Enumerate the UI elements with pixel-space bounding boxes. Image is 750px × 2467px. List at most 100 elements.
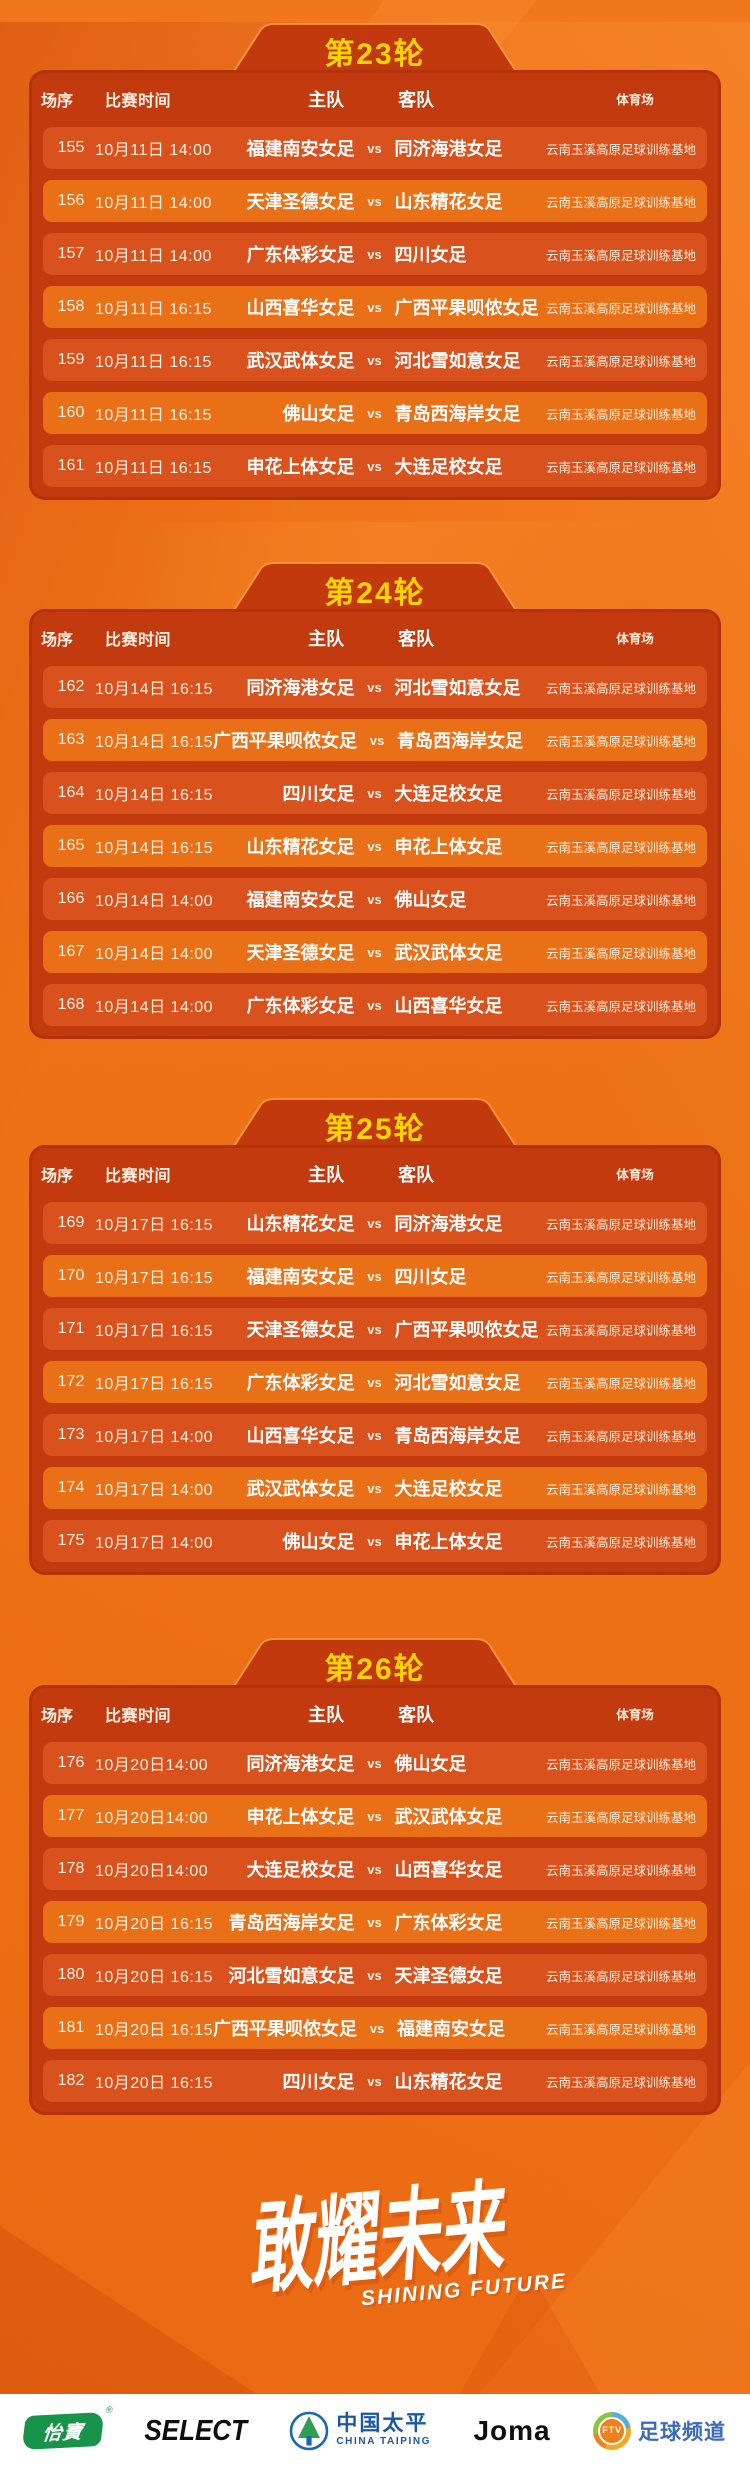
away-team: 山西喜华女足 bbox=[394, 1860, 503, 1880]
match-time: 10月14日 14:00 bbox=[95, 999, 214, 1016]
match-time: 10月17日 16:15 bbox=[95, 1217, 214, 1234]
match-number: 182 bbox=[57, 2072, 85, 2089]
vs-label: vs bbox=[367, 1321, 382, 1337]
sponsor-joma: Joma bbox=[473, 2415, 550, 2447]
home-team: 四川女足 bbox=[282, 784, 355, 804]
match-time: 10月11日 14:00 bbox=[95, 248, 212, 265]
home-team: 申花上体女足 bbox=[246, 457, 355, 477]
match-number: 161 bbox=[57, 457, 85, 474]
match-row: 162 10月14日 16:15 同济海港女足 vs 河北雪如意女足 云南玉溪高… bbox=[43, 666, 707, 708]
away-team: 四川女足 bbox=[394, 1267, 467, 1287]
header-away-team: 客队 bbox=[398, 89, 435, 110]
match-time: 10月11日 14:00 bbox=[95, 195, 212, 212]
registered-mark: ® bbox=[105, 2404, 114, 2415]
venue: 云南玉溪高原足球训练基地 bbox=[545, 2075, 696, 2090]
home-team: 河北雪如意女足 bbox=[228, 1966, 355, 1986]
sponsor-football-channel: FTV 足球频道 bbox=[592, 2411, 726, 2450]
away-team: 山东精花女足 bbox=[394, 192, 503, 212]
home-team: 福建南安女足 bbox=[246, 1267, 355, 1287]
match-time: 10月14日 16:15 bbox=[95, 681, 214, 698]
away-team: 青岛西海岸女足 bbox=[397, 731, 523, 751]
vs-label: vs bbox=[367, 1480, 382, 1496]
round-panel: 场序 比赛时间 主队 客队 体育场 169 10月17日 16:15 山东精花女… bbox=[29, 1145, 721, 1575]
away-team: 广西平果呗侬女足 bbox=[394, 298, 539, 318]
header-away-team: 客队 bbox=[398, 628, 435, 649]
round-panel: 场序 比赛时间 主队 客队 体育场 176 10月20日14:00 同济海港女足… bbox=[29, 1685, 721, 2115]
home-team: 同济海港女足 bbox=[246, 1754, 355, 1774]
header-venue: 体育场 bbox=[616, 93, 654, 107]
vs-label: vs bbox=[367, 1914, 382, 1930]
match-time: 10月20日 16:15 bbox=[95, 2075, 214, 2092]
home-team: 广东体彩女足 bbox=[246, 996, 355, 1016]
ftv-ball-icon: FTV bbox=[592, 2411, 631, 2450]
venue: 云南玉溪高原足球训练基地 bbox=[545, 248, 696, 263]
match-number: 177 bbox=[57, 1807, 85, 1824]
match-time: 10月20日 16:15 bbox=[95, 1916, 214, 1933]
home-team: 同济海港女足 bbox=[246, 678, 355, 698]
away-team: 佛山女足 bbox=[394, 1754, 467, 1774]
venue: 云南玉溪高原足球训练基地 bbox=[545, 734, 696, 749]
venue: 云南玉溪高原足球训练基地 bbox=[545, 999, 696, 1014]
vs-label: vs bbox=[367, 785, 382, 801]
slogan-chinese: 敢耀未来 bbox=[241, 2172, 507, 2306]
venue: 云南玉溪高原足球训练基地 bbox=[545, 1810, 696, 1825]
venue: 云南玉溪高原足球训练基地 bbox=[545, 2022, 696, 2037]
match-number: 178 bbox=[57, 1860, 85, 1877]
round-section-23: 第23轮 场序 比赛时间 主队 客队 体育场 155 10月11日 14:00 … bbox=[0, 22, 750, 500]
vs-label: vs bbox=[367, 2073, 382, 2089]
match-number: 173 bbox=[57, 1426, 85, 1443]
venue: 云南玉溪高原足球训练基地 bbox=[545, 1535, 696, 1550]
sponsor-select: SELECT bbox=[144, 2413, 247, 2447]
header-home-team: 主队 bbox=[308, 1164, 345, 1185]
venue: 云南玉溪高原足球训练基地 bbox=[545, 840, 696, 855]
match-row: 169 10月17日 16:15 山东精花女足 vs 同济海港女足 云南玉溪高原… bbox=[43, 1202, 707, 1244]
match-time: 10月17日 16:15 bbox=[95, 1270, 214, 1287]
header-home-team: 主队 bbox=[308, 628, 345, 649]
match-row: 171 10月17日 16:15 天津圣德女足 vs 广西平果呗侬女足 云南玉溪… bbox=[43, 1308, 707, 1350]
header-away-team: 客队 bbox=[398, 1164, 435, 1185]
venue: 云南玉溪高原足球训练基地 bbox=[545, 460, 696, 475]
venue: 云南玉溪高原足球训练基地 bbox=[545, 1863, 696, 1878]
match-number: 165 bbox=[57, 837, 85, 854]
match-row: 158 10月11日 16:15 山西喜华女足 vs 广西平果呗侬女足 云南玉溪… bbox=[43, 286, 707, 328]
match-number: 163 bbox=[57, 731, 85, 748]
away-team: 天津圣德女足 bbox=[394, 1966, 503, 1986]
match-time: 10月20日14:00 bbox=[95, 1757, 209, 1774]
match-row: 168 10月14日 14:00 广东体彩女足 vs 山西喜华女足 云南玉溪高原… bbox=[43, 984, 707, 1026]
vs-label: vs bbox=[367, 140, 382, 156]
home-team: 天津圣德女足 bbox=[246, 1320, 355, 1340]
home-team: 福建南安女足 bbox=[246, 139, 355, 159]
venue: 云南玉溪高原足球训练基地 bbox=[545, 1217, 696, 1232]
match-number: 176 bbox=[57, 1754, 85, 1771]
home-team: 广西平果呗侬女足 bbox=[213, 731, 357, 751]
away-team: 武汉武体女足 bbox=[394, 1807, 503, 1827]
match-time: 10月14日 16:15 bbox=[95, 734, 214, 751]
away-team: 青岛西海岸女足 bbox=[394, 1426, 521, 1446]
home-team: 武汉武体女足 bbox=[246, 1479, 355, 1499]
venue: 云南玉溪高原足球训练基地 bbox=[545, 681, 696, 696]
table-header: 场序 比赛时间 主队 客队 体育场 bbox=[29, 1145, 721, 1202]
match-time: 10月17日 14:00 bbox=[95, 1482, 214, 1499]
away-team: 大连足校女足 bbox=[394, 457, 503, 477]
slogan-english: SHINING FUTURE bbox=[360, 2269, 568, 2311]
header-match-number: 场序 bbox=[40, 1707, 73, 1725]
away-team: 佛山女足 bbox=[394, 890, 467, 910]
home-team: 佛山女足 bbox=[282, 1532, 355, 1552]
cestbon-wordmark: 怡寶 bbox=[41, 2420, 85, 2445]
match-number: 174 bbox=[57, 1479, 85, 1496]
match-row: 178 10月20日14:00 大连足校女足 vs 山西喜华女足 云南玉溪高原足… bbox=[43, 1848, 707, 1890]
match-time: 10月20日 16:15 bbox=[95, 2022, 214, 2039]
match-row: 173 10月17日 14:00 山西喜华女足 vs 青岛西海岸女足 云南玉溪高… bbox=[43, 1414, 707, 1456]
venue: 云南玉溪高原足球训练基地 bbox=[545, 354, 696, 369]
match-row: 181 10月20日 16:15 广西平果呗侬女足 vs 福建南安女足 云南玉溪… bbox=[43, 2007, 707, 2049]
match-number: 181 bbox=[57, 2019, 85, 2036]
venue: 云南玉溪高原足球训练基地 bbox=[545, 1482, 696, 1497]
vs-label: vs bbox=[367, 458, 382, 474]
header-match-time: 比赛时间 bbox=[105, 92, 172, 110]
away-team: 同济海港女足 bbox=[394, 139, 503, 159]
round-panel: 场序 比赛时间 主队 客队 体育场 162 10月14日 16:15 同济海港女… bbox=[29, 609, 721, 1039]
round-tab: 第25轮 bbox=[229, 1097, 521, 1147]
round-section-25: 第25轮 场序 比赛时间 主队 客队 体育场 169 10月17日 16:15 … bbox=[0, 1097, 750, 1575]
away-team: 申花上体女足 bbox=[394, 1532, 503, 1552]
vs-label: vs bbox=[367, 246, 382, 262]
